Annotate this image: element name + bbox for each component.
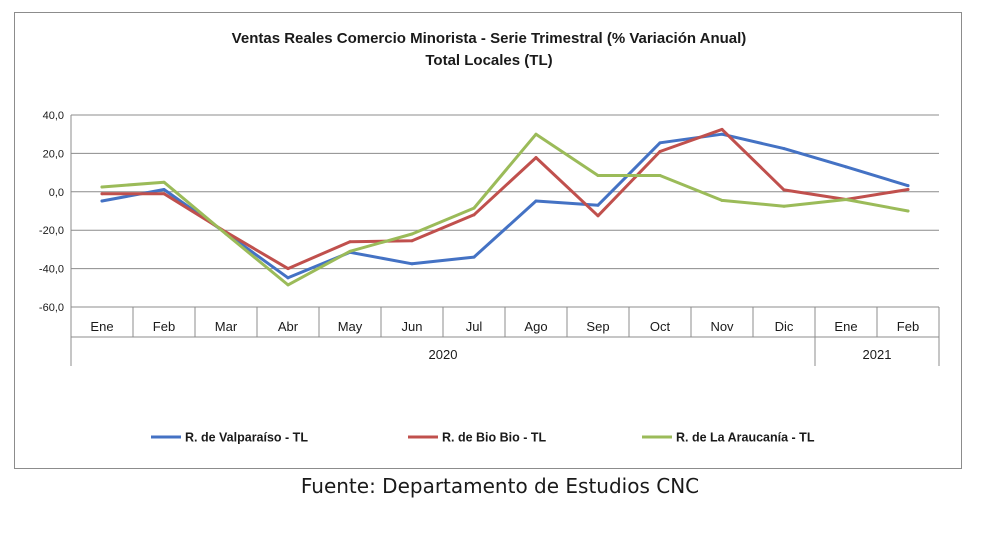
y-tick-label: 0,0 (49, 187, 64, 199)
data-point (100, 199, 104, 203)
data-point (720, 132, 724, 136)
data-point (162, 187, 166, 191)
legend-label-1: R. de Bio Bio - TL (442, 431, 547, 445)
x-category-label: Abr (278, 319, 299, 334)
x-category-label: Ene (834, 319, 857, 334)
x-year-label: 2020 (429, 347, 458, 362)
x-category-label: Oct (650, 319, 671, 334)
data-point (286, 267, 290, 271)
data-point (782, 147, 786, 151)
data-point (658, 173, 662, 177)
series-line-2 (100, 132, 910, 287)
data-point (782, 188, 786, 192)
chart-frame: Ventas Reales Comercio Minorista - Serie… (14, 12, 962, 469)
data-point (720, 127, 724, 131)
x-category-label: Feb (897, 319, 919, 334)
data-point (472, 255, 476, 259)
data-point (534, 156, 538, 160)
gridlines (71, 114, 939, 308)
x-category-label: Nov (710, 319, 734, 334)
data-point (162, 192, 166, 196)
y-tick-label: -60,0 (39, 302, 64, 314)
data-point (596, 203, 600, 207)
legend: R. de Valparaíso - TL R. de Bio Bio - TL R… (151, 431, 815, 445)
data-point (720, 198, 724, 202)
data-point (162, 180, 166, 184)
data-point (906, 184, 910, 188)
data-point (596, 173, 600, 177)
legend-label-0: R. de Valparaíso - TL (185, 431, 308, 445)
x-category-label: Dic (775, 319, 794, 334)
data-point (348, 240, 352, 244)
data-point (596, 214, 600, 218)
y-tick-label: 20,0 (43, 148, 64, 160)
x-category-label: Jun (402, 319, 423, 334)
data-point (782, 204, 786, 208)
chart-title: Ventas Reales Comercio Minorista - Serie… (232, 30, 747, 47)
chart-subtitle: Total Locales (TL) (425, 52, 552, 69)
x-category-label: Sep (586, 319, 609, 334)
axes: 40,0 20,0 0,0 -20,0 -40,0 -60,0 Ene Feb Mar Abr Ma… (39, 110, 940, 366)
x-category-label: May (338, 319, 363, 334)
x-category-label: Mar (215, 319, 238, 334)
legend-label-2: R. de La Araucanía - TL (676, 431, 815, 445)
data-point (472, 213, 476, 217)
data-point (100, 192, 104, 196)
data-point (410, 262, 414, 266)
data-point (534, 199, 538, 203)
data-point (100, 185, 104, 189)
x-year-label: 2021 (863, 347, 892, 362)
data-point (472, 206, 476, 210)
x-category-label: Ago (524, 319, 547, 334)
data-point (348, 249, 352, 253)
data-point (534, 132, 538, 136)
x-category-label: Ene (90, 319, 113, 334)
line-chart: Ventas Reales Comercio Minorista - Serie… (39, 30, 940, 445)
y-tick-label: -20,0 (39, 225, 64, 237)
y-tick-label: -40,0 (39, 264, 64, 276)
data-point (224, 232, 228, 236)
series-lines (100, 127, 910, 287)
data-point (658, 149, 662, 153)
source-note: Fuente: Departamento de Estudios CNC (300, 474, 700, 498)
data-point (410, 239, 414, 243)
data-point (658, 141, 662, 145)
data-point (286, 276, 290, 280)
y-tick-label: 40,0 (43, 110, 64, 122)
data-point (410, 232, 414, 236)
x-category-label: Feb (153, 319, 175, 334)
data-point (844, 197, 848, 201)
data-point (906, 209, 910, 213)
x-category-label: Jul (466, 319, 483, 334)
data-point (844, 165, 848, 169)
series-line-1 (100, 127, 910, 271)
data-point (906, 187, 910, 191)
data-point (286, 283, 290, 287)
